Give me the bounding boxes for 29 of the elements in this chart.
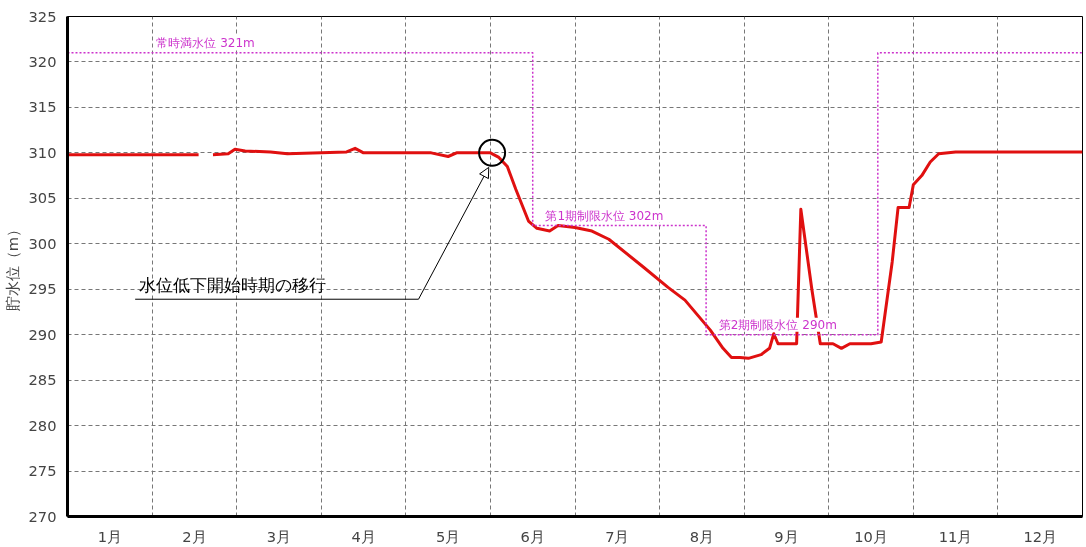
x-tick-label: 9月 bbox=[774, 527, 799, 545]
x-tick-label: 10月 bbox=[854, 527, 888, 545]
x-tick-label: 5月 bbox=[435, 527, 461, 545]
y-tick-label: 270 bbox=[28, 507, 57, 525]
x-tick-label: 6月 bbox=[520, 527, 545, 545]
y-tick-label: 310 bbox=[28, 143, 57, 161]
annotation: 常時満水位 321m bbox=[156, 35, 255, 50]
y-tick-label: 290 bbox=[28, 325, 57, 343]
y-tick-label: 300 bbox=[28, 234, 57, 252]
annotation: 水位低下開始時期の移行 bbox=[139, 274, 327, 295]
x-tick-label: 1月 bbox=[97, 527, 122, 545]
y-axis-title: 貯水位（m） bbox=[3, 221, 21, 312]
x-tick-label: 11月 bbox=[938, 527, 973, 545]
y-tick-label: 275 bbox=[28, 462, 57, 480]
x-tick-label: 3月 bbox=[266, 527, 292, 545]
y-tick-label: 320 bbox=[28, 52, 57, 70]
x-tick-label: 8月 bbox=[689, 527, 715, 545]
x-tick-label: 7月 bbox=[605, 527, 630, 545]
annotation: 第2期制限水位 290m bbox=[718, 317, 837, 332]
x-tick-label: 2月 bbox=[182, 527, 207, 545]
annotation: 第1期制限水位 302m bbox=[545, 208, 664, 223]
x-tick-label: 12月 bbox=[1023, 527, 1058, 545]
y-tick-label: 285 bbox=[28, 371, 57, 389]
y-tick-label: 280 bbox=[28, 416, 57, 434]
y-tick-label: 305 bbox=[28, 189, 57, 207]
y-tick-label: 295 bbox=[28, 280, 57, 298]
x-tick-label: 4月 bbox=[351, 527, 376, 545]
y-tick-label: 315 bbox=[28, 98, 57, 116]
y-tick-label: 325 bbox=[28, 7, 57, 25]
